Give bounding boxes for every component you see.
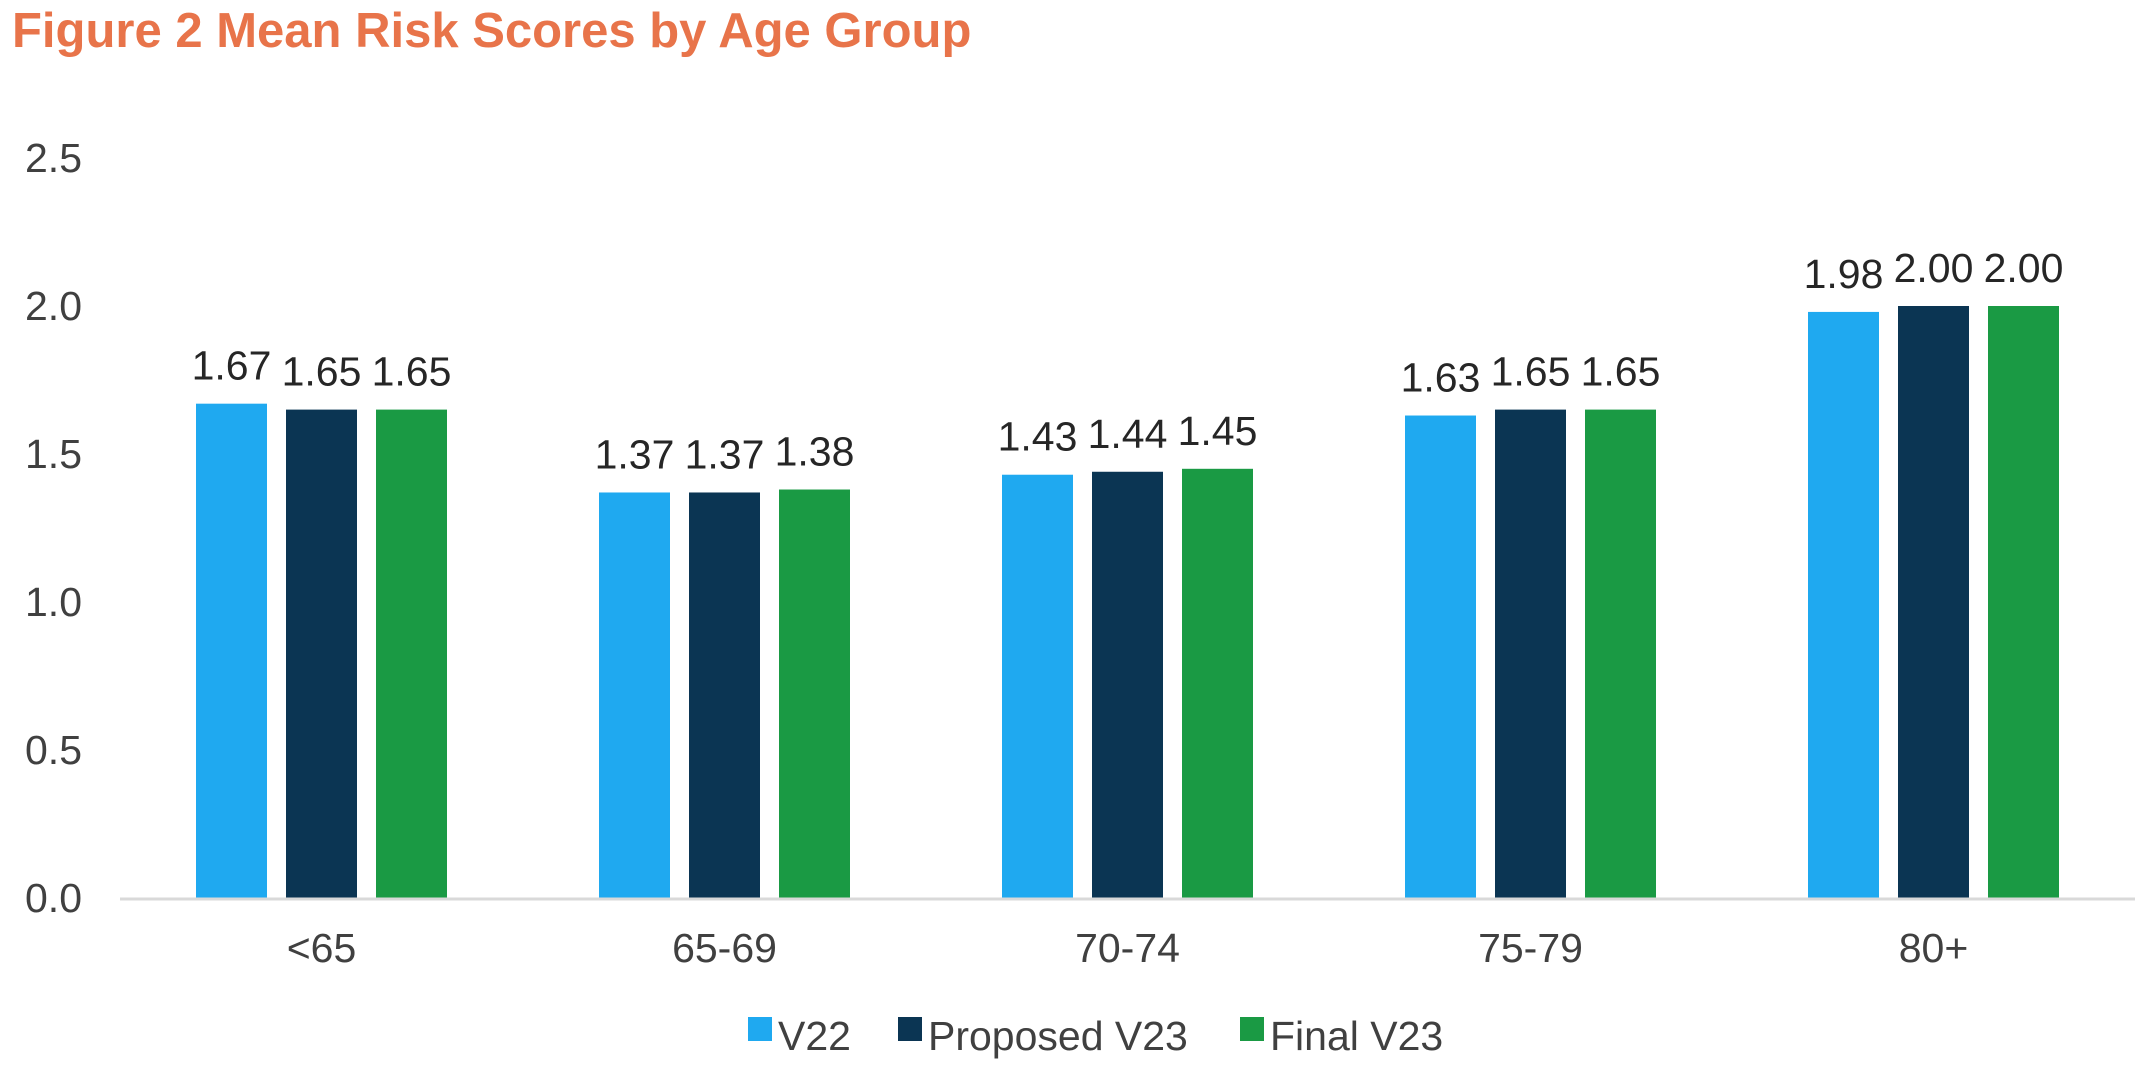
data-label: 1.65 [372, 349, 452, 395]
bar [1495, 409, 1566, 898]
data-label: 1.65 [1491, 349, 1571, 395]
x-tick-label: 70-74 [1075, 925, 1180, 971]
x-tick-label: 75-79 [1478, 925, 1583, 971]
bar [1405, 415, 1476, 898]
y-axis-ticks: 0.0 0.5 1.0 1.5 2.0 2.5 [25, 135, 82, 921]
data-label: 1.44 [1088, 411, 1168, 457]
bar [1808, 311, 1879, 898]
data-label: 1.45 [1178, 408, 1258, 454]
bar [1002, 474, 1073, 898]
bar [1988, 306, 2059, 898]
data-label: 1.43 [998, 414, 1078, 460]
data-label: 1.37 [685, 431, 765, 477]
data-label: 2.00 [1894, 245, 1974, 291]
bars [196, 306, 2059, 898]
legend-label: Final V23 [1270, 1013, 1443, 1059]
x-axis-ticks: <65 65-69 70-74 75-79 80+ [287, 925, 1969, 971]
legend-label: Proposed V23 [928, 1013, 1188, 1059]
bar [1898, 306, 1969, 898]
y-tick-label: 2.5 [25, 135, 82, 181]
data-labels: 1.67 1.65 1.651.37 1.37 1.38 1.43 1.44 1.451.63… [192, 245, 2064, 477]
data-label: 1.65 [1581, 349, 1661, 395]
bar [286, 409, 357, 898]
x-tick-label: <65 [287, 925, 357, 971]
legend-label: V22 [778, 1013, 851, 1059]
data-label: 2.00 [1984, 245, 2064, 291]
bar [376, 409, 447, 898]
bar [779, 489, 850, 898]
y-tick-label: 0.0 [25, 875, 82, 921]
x-tick-label: 65-69 [672, 925, 777, 971]
y-tick-label: 0.5 [25, 727, 82, 773]
bar [1585, 409, 1656, 898]
legend-swatch [748, 1017, 772, 1041]
data-label: 1.98 [1804, 251, 1884, 297]
bar [1092, 471, 1163, 898]
legend-swatch [898, 1017, 922, 1041]
legend-swatch [1240, 1017, 1264, 1041]
data-label: 1.65 [282, 349, 362, 395]
data-label: 1.63 [1401, 355, 1481, 401]
chart-title: Figure 2 Mean Risk Scores by Age Group [12, 4, 972, 58]
y-tick-label: 1.0 [25, 579, 82, 625]
y-tick-label: 1.5 [25, 431, 82, 477]
bar [1182, 468, 1253, 898]
data-label: 1.67 [192, 343, 272, 389]
data-label: 1.37 [595, 431, 675, 477]
data-label: 1.38 [775, 429, 855, 475]
bar [599, 492, 670, 898]
legend: V22 Proposed V23 Final V23 [748, 1013, 1443, 1059]
bar [689, 492, 760, 898]
y-tick-label: 2.0 [25, 283, 82, 329]
x-tick-label: 80+ [1899, 925, 1969, 971]
bar [196, 403, 267, 898]
